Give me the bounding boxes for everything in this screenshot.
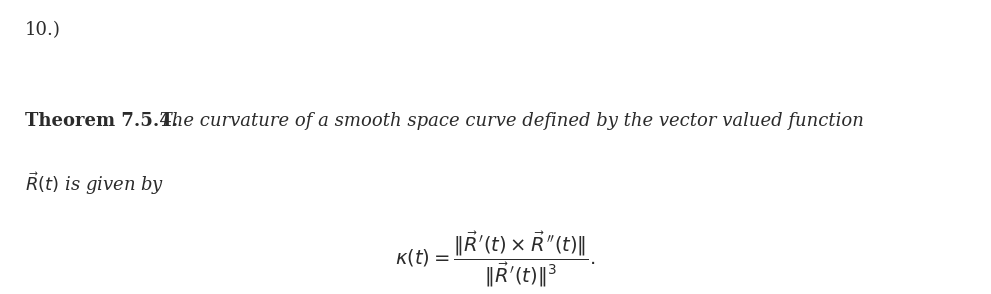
Text: 10.): 10.) <box>25 21 60 39</box>
Text: $\vec{R}(t)$ is given by: $\vec{R}(t)$ is given by <box>25 171 165 197</box>
Text: The curvature of a smooth space curve defined by the vector valued function: The curvature of a smooth space curve de… <box>154 112 863 130</box>
Text: $\kappa(t) = \dfrac{\|\vec{R}^{\,\prime}(t) \times \vec{R}^{\,\prime\prime}(t)\|: $\kappa(t) = \dfrac{\|\vec{R}^{\,\prime}… <box>395 229 596 289</box>
Text: Theorem 7.5.4.: Theorem 7.5.4. <box>25 112 178 130</box>
